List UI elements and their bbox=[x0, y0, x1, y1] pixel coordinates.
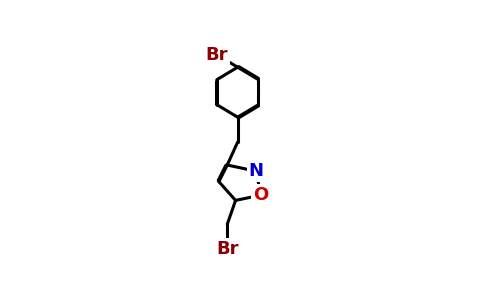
Text: O: O bbox=[253, 186, 268, 204]
Text: N: N bbox=[249, 162, 264, 180]
Text: Br: Br bbox=[216, 240, 239, 258]
Text: Br: Br bbox=[206, 46, 228, 64]
